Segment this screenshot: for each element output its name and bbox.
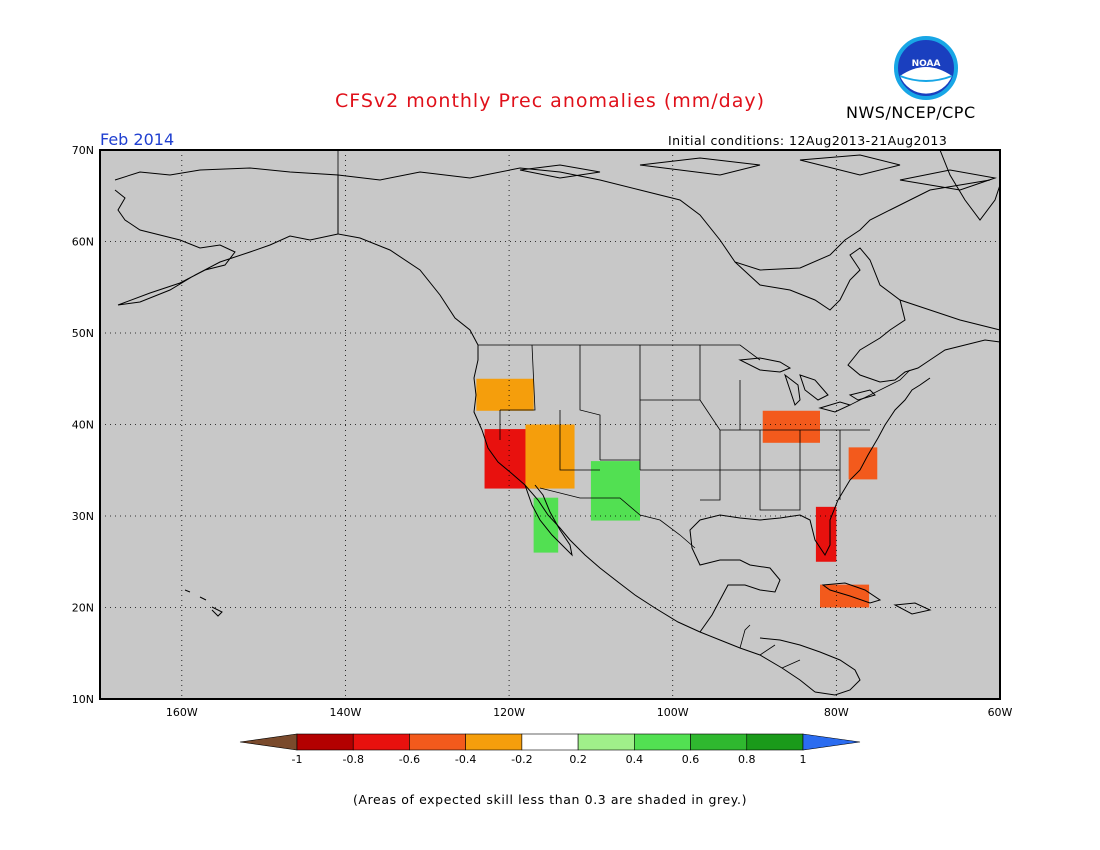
- colorbar-label: 1: [800, 753, 807, 766]
- anomaly-patch: [476, 378, 534, 411]
- map-area: [99, 149, 1001, 700]
- colorbar-swatch: [465, 733, 523, 751]
- anomaly-patch: [533, 497, 559, 553]
- lon-label: 80W: [824, 706, 849, 719]
- colorbar-label: -0.2: [511, 753, 532, 766]
- lat-label: 10N: [72, 693, 94, 706]
- agency-label: NWS/NCEP/CPC: [846, 103, 976, 122]
- colorbar-swatch: [521, 733, 579, 751]
- colorbar-swatch: [296, 733, 354, 751]
- anomaly-patch: [815, 506, 837, 562]
- lon-label: 120W: [493, 706, 525, 719]
- colorbar-label: -0.4: [455, 753, 476, 766]
- coastlines: [114, 149, 1001, 696]
- latitude-labels: 70N 60N 50N 40N 30N 20N 10N: [72, 144, 94, 706]
- footnote: (Areas of expected skill less than 0.3 a…: [352, 792, 748, 807]
- noaa-logo-text: NOAA: [912, 59, 941, 69]
- lon-label: 100W: [657, 706, 689, 719]
- lon-label: 60W: [988, 706, 1013, 719]
- anomaly-patches: [476, 378, 878, 608]
- lat-label: 50N: [72, 327, 94, 340]
- colorbar-swatch: [352, 733, 410, 751]
- colorbar-label: -0.8: [342, 753, 363, 766]
- anomaly-patch: [848, 447, 878, 480]
- colorbar-swatch: [577, 733, 635, 751]
- map-title: CFSv2 monthly Prec anomalies (mm/day): [334, 90, 766, 112]
- valid-month-label: Feb 2014: [100, 130, 175, 149]
- lat-label: 30N: [72, 510, 94, 523]
- political-borders: [337, 150, 911, 669]
- colorbar-swatch: [634, 733, 691, 751]
- colorbar-label: 0.2: [569, 753, 587, 766]
- lat-label: 20N: [72, 602, 94, 615]
- noaa-logo: NOAA: [894, 36, 958, 100]
- colorbar-label: 0.6: [682, 753, 700, 766]
- lon-label: 140W: [330, 706, 362, 719]
- lat-label: 60N: [72, 236, 94, 249]
- colorbar-max-arrow: [802, 733, 861, 751]
- anomaly-patch: [525, 424, 575, 489]
- lat-label: 40N: [72, 419, 94, 432]
- grid-lines: [100, 150, 1000, 699]
- colorbar-label: -1: [292, 753, 303, 766]
- colorbar-swatch: [409, 733, 466, 751]
- lon-label: 160W: [166, 706, 198, 719]
- colorbar-label: -0.6: [399, 753, 420, 766]
- lat-label: 70N: [72, 144, 94, 157]
- anomaly-patch: [590, 461, 640, 521]
- anomaly-patch: [762, 410, 820, 443]
- colorbar-swatch: [746, 733, 804, 751]
- colorbar: -1 -0.8 -0.6 -0.4 -0.2 0.2 0.4 0.6 0.8 1: [239, 733, 861, 766]
- initial-conditions-label: Initial conditions: 12Aug2013-21Aug2013: [668, 133, 948, 148]
- colorbar-swatch: [690, 733, 748, 751]
- map-frame: [99, 149, 1001, 700]
- colorbar-label: 0.8: [738, 753, 756, 766]
- colorbar-min-arrow: [239, 733, 298, 751]
- longitude-labels: 160W 140W 120W 100W 80W 60W: [166, 706, 1013, 719]
- colorbar-label: 0.4: [626, 753, 644, 766]
